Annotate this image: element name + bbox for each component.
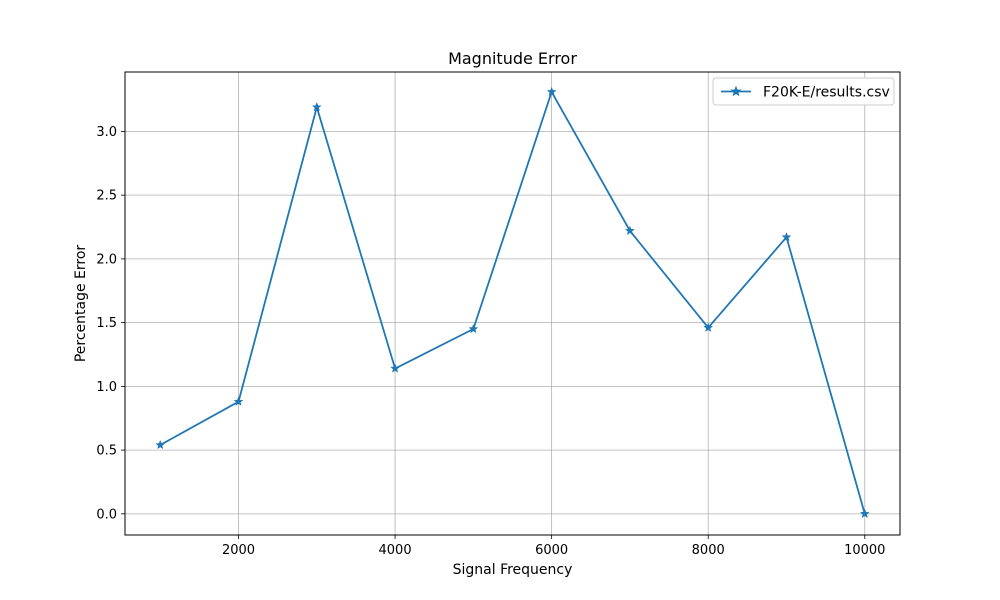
- data-point-star: [311, 101, 322, 112]
- y-axis-ticks: 0.0 0.5 1.0 1.5 2.0 2.5 3.0: [96, 125, 125, 522]
- data-point-star: [703, 322, 714, 332]
- plot-frame: [124, 71, 901, 536]
- chart-title: Magnitude Error: [448, 49, 577, 68]
- data-point-star: [468, 323, 479, 334]
- data-point-star: [390, 363, 401, 373]
- legend-star-marker: [730, 85, 742, 97]
- data-point-star: [233, 396, 244, 406]
- series-layer: [155, 86, 870, 519]
- x-tick-label: 10000: [844, 543, 885, 558]
- y-tick-label: 3.0: [96, 125, 117, 140]
- grid: [125, 72, 900, 535]
- y-tick-label: 2.5: [96, 189, 117, 204]
- y-tick-label: 0.5: [96, 444, 117, 459]
- data-point-star: [781, 232, 792, 242]
- y-tick-label: 1.5: [96, 316, 117, 331]
- data-point-star: [859, 508, 870, 519]
- data-point-star: [546, 86, 557, 97]
- data-point-star: [155, 439, 166, 450]
- x-tick-label: 6000: [535, 543, 568, 558]
- data-point-star: [624, 225, 635, 236]
- y-axis-label: Percentage Error: [73, 245, 89, 363]
- legend-entry-label: F20K-E/results.csv: [763, 85, 890, 101]
- legend: F20K-E/results.csv: [712, 77, 895, 106]
- x-tick-label: 8000: [692, 543, 725, 558]
- x-axis-label: Signal Frequency: [453, 562, 573, 578]
- y-tick-label: 1.0: [96, 380, 117, 395]
- y-tick-label: 2.0: [96, 252, 117, 267]
- series-line: [159, 90, 866, 515]
- x-tick-label: 4000: [379, 543, 412, 558]
- x-tick-label: 2000: [222, 543, 255, 558]
- y-tick-label: 0.0: [96, 507, 117, 522]
- legend-box: [712, 77, 895, 106]
- x-axis-ticks: 2000 4000 6000 8000 10000: [222, 535, 885, 558]
